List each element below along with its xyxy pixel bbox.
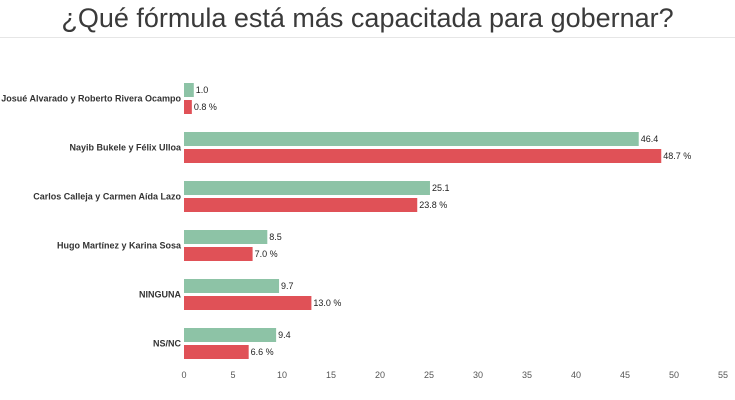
x-tick-label: 5 (230, 370, 235, 380)
data-label: 9.4 (278, 330, 291, 340)
chart-title: ¿Qué fórmula está más capacitada para go… (61, 3, 674, 33)
bar-series-2 (184, 247, 253, 261)
category-label: Hugo Martínez y Karina Sosa (57, 241, 182, 251)
data-label: 25.1 (432, 183, 450, 193)
bar-series-1 (184, 279, 280, 293)
category-label: NINGUNA (139, 290, 181, 300)
x-tick-label: 25 (424, 370, 434, 380)
x-tick-label: 35 (522, 370, 532, 380)
data-label: 6.6 % (251, 347, 274, 357)
category-label: Carlos Calleja y Carmen Aída Lazo (33, 192, 181, 202)
bar-series-2 (184, 100, 192, 114)
x-tick-label: 40 (571, 370, 581, 380)
x-tick-label: 55 (718, 370, 728, 380)
data-label: 0.8 % (194, 102, 217, 112)
x-tick-label: 0 (181, 370, 186, 380)
data-label: 9.7 (281, 281, 294, 291)
bar-series-2 (184, 296, 312, 310)
data-label: 13.0 % (313, 298, 341, 308)
x-tick-label: 45 (620, 370, 630, 380)
data-label: 1.0 (196, 85, 209, 95)
category-label: Nayib Bukele y Félix Ulloa (69, 143, 182, 153)
bar-series-2 (184, 149, 662, 163)
data-label: 46.4 (641, 134, 659, 144)
x-tick-label: 15 (326, 370, 336, 380)
bar-series-1 (184, 230, 268, 244)
x-tick-label: 30 (473, 370, 483, 380)
bar-series-1 (184, 83, 194, 97)
title-divider (0, 37, 735, 38)
data-label: 7.0 % (255, 249, 278, 259)
x-tick-label: 10 (277, 370, 287, 380)
bar-series-1 (184, 328, 277, 342)
data-label: 8.5 (269, 232, 282, 242)
category-label: NS/NC (153, 339, 182, 349)
bar-series-1 (184, 132, 639, 146)
bar-series-1 (184, 181, 430, 195)
category-label: Josué Alvarado y Roberto Rivera Ocampo (1, 94, 181, 104)
bar-series-2 (184, 198, 418, 212)
data-label: 23.8 % (419, 200, 447, 210)
x-tick-label: 20 (375, 370, 385, 380)
bar-series-2 (184, 345, 249, 359)
data-label: 48.7 % (663, 151, 691, 161)
x-tick-label: 50 (669, 370, 679, 380)
